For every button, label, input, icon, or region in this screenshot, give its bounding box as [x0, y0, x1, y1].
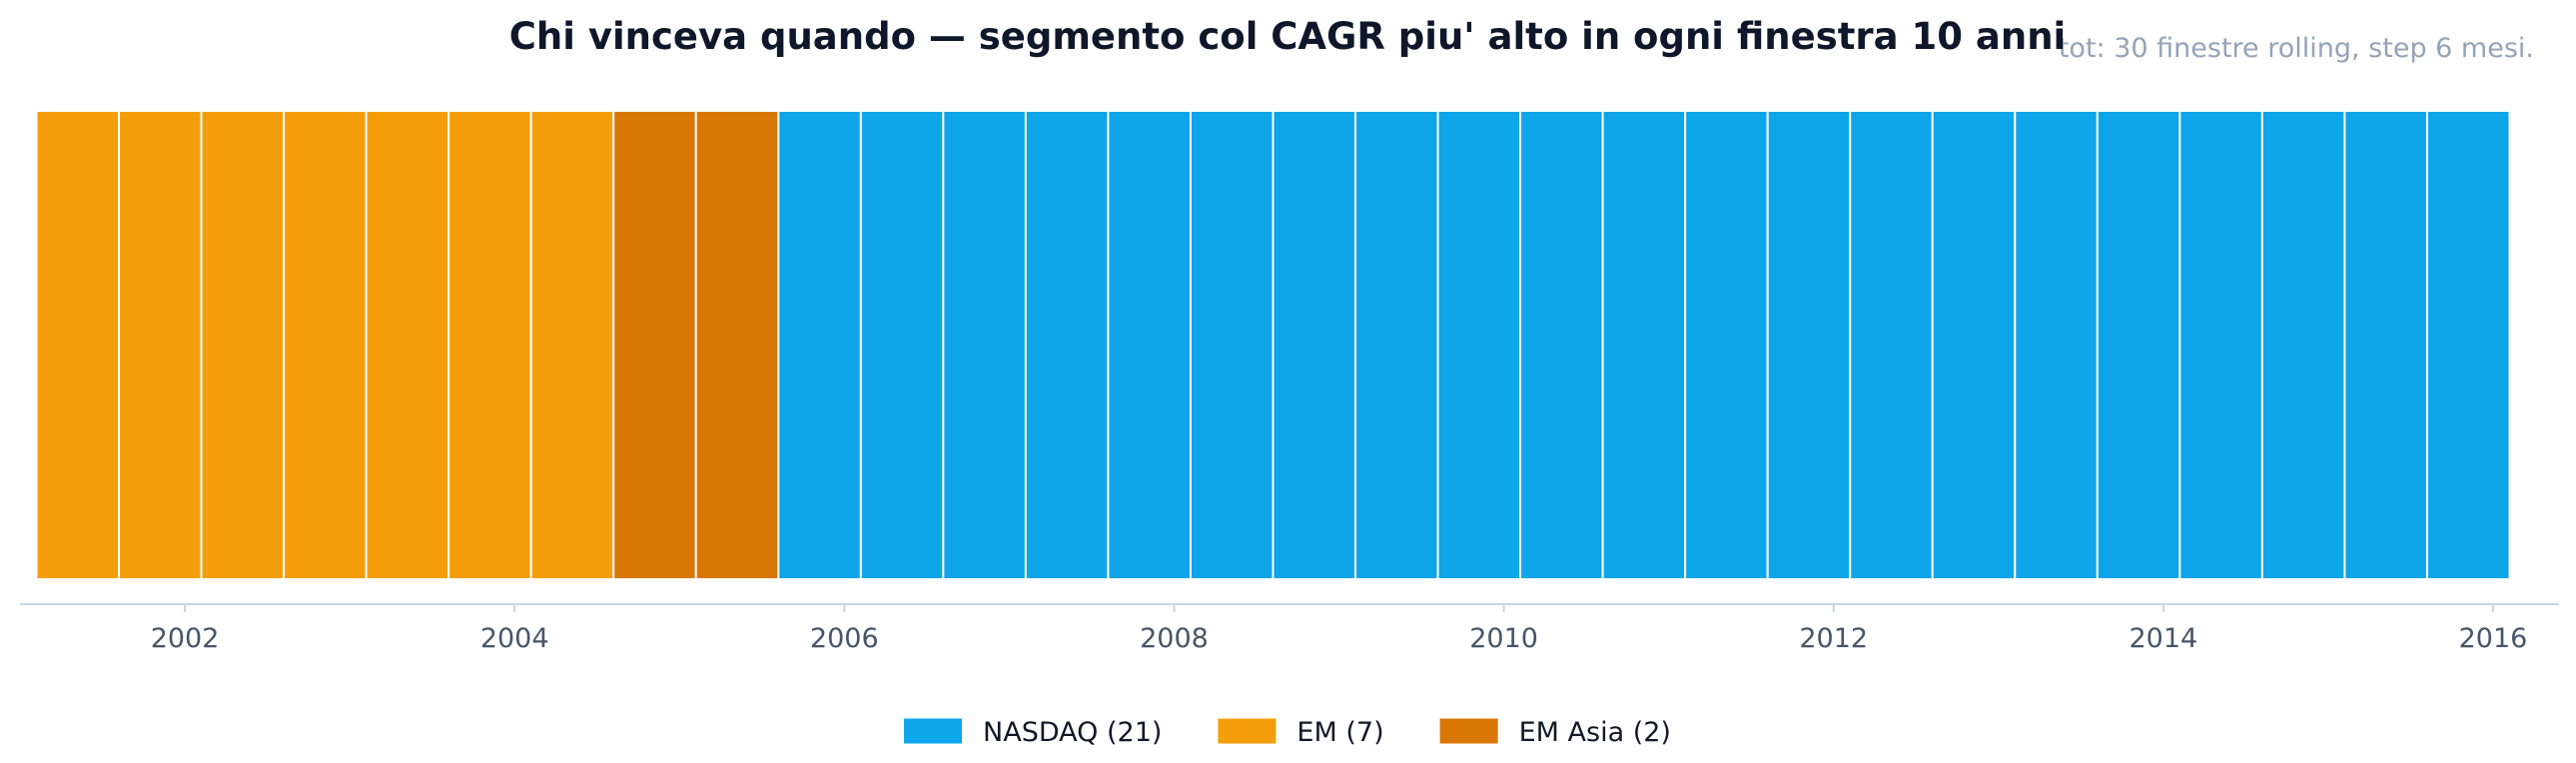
window-bar-8	[612, 110, 697, 580]
window-bar-2	[118, 110, 203, 580]
x-tick-label-2012: 2012	[1799, 623, 1868, 654]
x-tick-label-2004: 2004	[480, 623, 549, 654]
window-bar-27	[2178, 110, 2263, 580]
x-axis-ticks: 2002 2004 2006 2008 2010 2012 2014 2016	[151, 604, 2528, 654]
window-bar-18	[1436, 110, 1522, 580]
window-bar-30	[2425, 110, 2511, 580]
chart-subtitle: tot: 30 finestre rolling, step 6 mesi.	[2059, 33, 2534, 64]
legend-label-3: EM Asia (2)	[1519, 717, 1671, 748]
window-bar-23	[1849, 110, 1934, 580]
legend-swatch-1	[904, 718, 963, 744]
chart-title: Chi vinceva quando — segmento col CAGR p…	[509, 15, 2066, 58]
x-tick-label-2002: 2002	[151, 623, 220, 654]
window-bar-17	[1354, 110, 1439, 580]
window-bar-26	[2096, 110, 2181, 580]
window-bar-11	[859, 110, 945, 580]
window-bar-3	[200, 110, 286, 580]
chart-legend: NASDAQ (21) EM (7) EM Asia (2)	[904, 717, 1671, 748]
window-bar-16	[1272, 110, 1357, 580]
legend-label-1: NASDAQ (21)	[983, 717, 1162, 748]
window-bar-14	[1107, 110, 1192, 580]
window-bar-22	[1766, 110, 1852, 580]
window-bar-15	[1189, 110, 1275, 580]
x-tick-label-2008: 2008	[1140, 623, 1209, 654]
window-bars	[35, 110, 2511, 580]
window-bar-28	[2260, 110, 2346, 580]
window-bar-10	[777, 110, 862, 580]
window-bar-7	[529, 110, 615, 580]
window-bar-1	[35, 110, 121, 580]
window-bar-12	[942, 110, 1027, 580]
legend-swatch-3	[1439, 718, 1498, 744]
legend-label-2: EM (7)	[1296, 717, 1383, 748]
window-bar-6	[447, 110, 532, 580]
window-bar-4	[283, 110, 368, 580]
x-tick-label-2006: 2006	[810, 623, 879, 654]
window-bar-25	[2014, 110, 2099, 580]
window-bar-9	[694, 110, 780, 580]
window-bar-29	[2343, 110, 2428, 580]
window-bar-13	[1024, 110, 1110, 580]
window-bar-24	[1931, 110, 2017, 580]
window-bar-19	[1519, 110, 1604, 580]
window-bar-21	[1684, 110, 1769, 580]
window-bar-20	[1601, 110, 1687, 580]
window-bar-5	[365, 110, 450, 580]
x-tick-label-2014: 2014	[2129, 623, 2197, 654]
x-tick-label-2016: 2016	[2459, 623, 2528, 654]
x-tick-label-2010: 2010	[1469, 623, 1538, 654]
legend-swatch-2	[1218, 718, 1277, 744]
